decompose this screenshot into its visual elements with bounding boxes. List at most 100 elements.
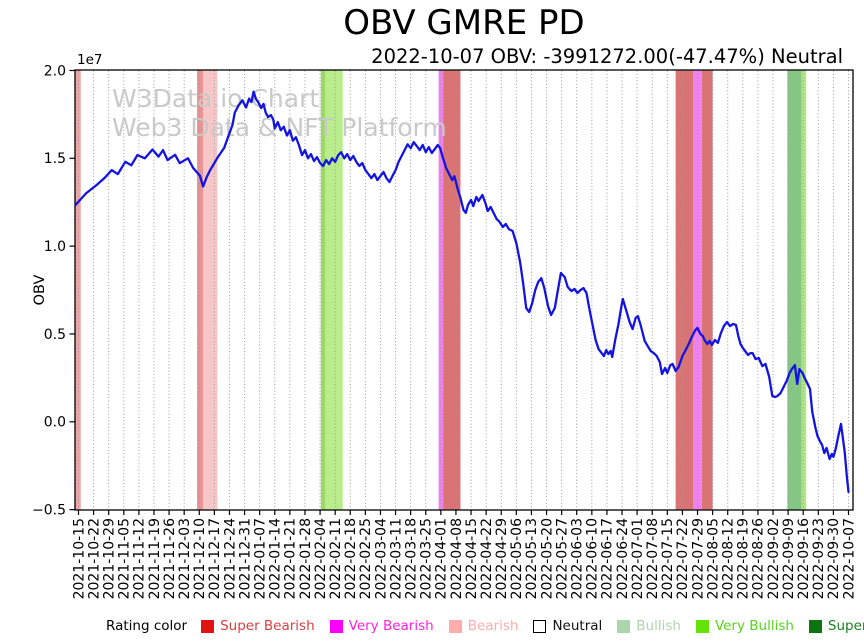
x-tick-label: 2021-10-29 (101, 518, 117, 599)
x-tick-label: 2022-04-08 (449, 518, 465, 599)
x-tick-label: 2022-06-17 (600, 518, 616, 599)
y-tick-label: 1.5 (44, 151, 66, 167)
x-tick-label: 2022-03-18 (403, 518, 419, 599)
legend-item-neutral: Neutral (533, 618, 602, 634)
axes (69, 69, 854, 515)
x-tick-label: 2022-09-30 (826, 518, 842, 599)
x-tick-label: 2022-08-05 (705, 518, 721, 599)
rating-band-very-bullish (325, 70, 343, 510)
x-tick-label: 2022-07-22 (675, 518, 691, 599)
x-tick-label: 2022-02-11 (328, 518, 344, 599)
legend-swatch-super-bearish (201, 619, 215, 633)
x-tick-label: 2022-08-19 (736, 518, 752, 599)
x-tick-label: 2021-12-17 (207, 518, 223, 599)
legend-swatch-bearish (448, 619, 462, 633)
y-tick-label: −0.5 (32, 502, 66, 518)
x-tick-label: 2022-07-15 (660, 518, 676, 599)
legend-label-super-bullish: Super Bullish (827, 618, 864, 634)
watermark-line-1: W3Data.io Chart (112, 84, 319, 113)
x-tick-label: 2022-05-20 (539, 518, 555, 599)
y-axis-label: OBV (32, 275, 48, 306)
x-tick-label: 2022-04-29 (494, 518, 510, 599)
rating-band-bearish (74, 70, 81, 510)
x-tick-label: 2022-01-28 (298, 518, 314, 599)
rating-band-super-bearish (675, 70, 693, 510)
legend-swatch-very-bearish (329, 619, 343, 633)
x-tick-label: 2021-10-22 (86, 518, 102, 599)
x-tick-label: 2022-06-03 (570, 518, 586, 599)
x-tick-label: 2022-08-12 (721, 518, 737, 599)
legend-item-bullish: Bullish (617, 618, 681, 634)
x-tick-label: 2022-05-06 (509, 518, 525, 599)
rating-band-very-bearish (692, 70, 703, 510)
x-tick-label: 2022-01-14 (268, 518, 284, 599)
legend-swatch-very-bullish (695, 619, 709, 633)
x-tick-label: 2022-10-07 (841, 518, 857, 599)
rating-band-very-bullish (320, 70, 326, 510)
x-tick-label: 2021-11-05 (117, 518, 133, 599)
axis-labels: 2021-10-15 2021-10-22 2021-10-29 2021-11-05… (32, 52, 857, 599)
x-tick-label: 2022-01-07 (252, 518, 268, 599)
rating-band-very-bullish (801, 70, 807, 510)
x-tick-label: 2022-05-13 (524, 518, 540, 599)
x-tick-label: 2021-10-15 (71, 518, 87, 599)
gridlines (78, 70, 849, 510)
x-tick-label: 2022-03-25 (419, 518, 435, 599)
legend-label-super-bearish: Super Bearish (220, 618, 315, 634)
y-tick-label: 0.5 (44, 327, 66, 343)
rating-band-bearish (197, 70, 204, 510)
legend-label-neutral: Neutral (552, 618, 603, 634)
legend-swatch-bullish (617, 619, 631, 633)
x-tick-label: 2022-09-16 (796, 518, 812, 599)
legend-item-super-bullish: Super Bullish (808, 618, 864, 634)
x-tick-label: 2021-11-12 (132, 518, 148, 599)
y-tick-label: 1.0 (44, 239, 66, 255)
x-tick-label: 2022-07-01 (630, 518, 646, 599)
legend-items: Super Bearish Very Bearish Bearish Neutral B… (201, 618, 864, 634)
x-tick-label: 2021-12-03 (177, 518, 193, 599)
legend-label-very-bullish: Very Bullish (714, 618, 794, 634)
legend-label-bullish: Bullish (636, 618, 681, 634)
x-tick-label: 2022-09-02 (766, 518, 782, 599)
legend-swatch-neutral (533, 619, 547, 633)
legend-label-very-bearish: Very Bearish (348, 618, 434, 634)
x-tick-label: 2022-09-09 (781, 518, 797, 599)
y-tick-label: 0.0 (44, 415, 66, 431)
chart-subtitle: 2022-10-07 OBV: -3991272.00(-47.47%) Neu… (371, 45, 843, 68)
legend-item-very-bearish: Very Bearish (329, 618, 434, 634)
x-tick-label: 2022-04-22 (479, 518, 495, 599)
x-tick-label: 2022-07-29 (690, 518, 706, 599)
rating-legend: Rating color Super Bearish Very Bearish Be… (106, 613, 864, 639)
x-tick-label: 2021-12-10 (192, 518, 208, 599)
legend-swatch-super-bullish (808, 619, 822, 633)
x-tick-label: 2022-03-04 (373, 518, 389, 599)
x-tick-label: 2022-03-11 (388, 518, 404, 599)
legend-label-bearish: Bearish (467, 618, 519, 634)
x-tick-label: 2022-02-18 (343, 518, 359, 599)
x-tick-label: 2022-01-21 (283, 518, 299, 599)
x-tick-label: 2022-06-24 (615, 518, 631, 599)
x-tick-label: 2022-04-15 (464, 518, 480, 599)
rating-band-super-bullish (787, 70, 802, 510)
x-tick-label: 2022-04-01 (434, 518, 450, 599)
x-tick-label: 2021-11-19 (147, 518, 163, 599)
obv-line (74, 90, 850, 494)
legend-item-bearish: Bearish (448, 618, 519, 634)
legend-item-very-bullish: Very Bullish (695, 618, 794, 634)
rating-band-super-bearish (702, 70, 713, 510)
legend-item-super-bearish: Super Bearish (201, 618, 315, 634)
chart-title: OBV GMRE PD (343, 3, 585, 43)
x-tick-label: 2021-11-26 (162, 518, 178, 599)
x-tick-label: 2022-09-23 (811, 518, 827, 599)
legend-caption: Rating color (106, 618, 188, 634)
x-tick-label: 2021-12-24 (222, 518, 238, 599)
y-tick-label: 2.0 (44, 63, 66, 79)
y-offset-label: 1e7 (77, 52, 102, 68)
rating-band-very-bearish (438, 70, 444, 510)
x-tick-label: 2022-02-25 (358, 518, 374, 599)
x-tick-label: 2022-05-27 (554, 518, 570, 599)
plot-border (74, 69, 854, 511)
x-tick-label: 2022-07-08 (645, 518, 661, 599)
